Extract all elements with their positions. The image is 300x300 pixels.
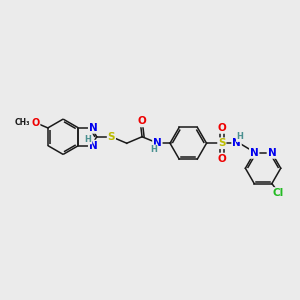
Text: S: S — [218, 138, 226, 148]
Text: CH₃: CH₃ — [15, 118, 31, 127]
Text: H: H — [150, 145, 157, 154]
Text: O: O — [31, 118, 40, 128]
Text: N: N — [89, 123, 98, 133]
Text: N: N — [250, 148, 259, 158]
Text: O: O — [218, 154, 226, 164]
Text: O: O — [137, 116, 146, 126]
Text: N: N — [153, 138, 162, 148]
Text: N: N — [268, 148, 276, 158]
Text: N: N — [89, 141, 98, 151]
Text: H: H — [237, 132, 244, 141]
Text: Cl: Cl — [273, 188, 284, 198]
Text: O: O — [218, 123, 226, 133]
Text: N: N — [232, 138, 241, 148]
Text: H: H — [85, 135, 92, 144]
Text: S: S — [108, 132, 115, 142]
